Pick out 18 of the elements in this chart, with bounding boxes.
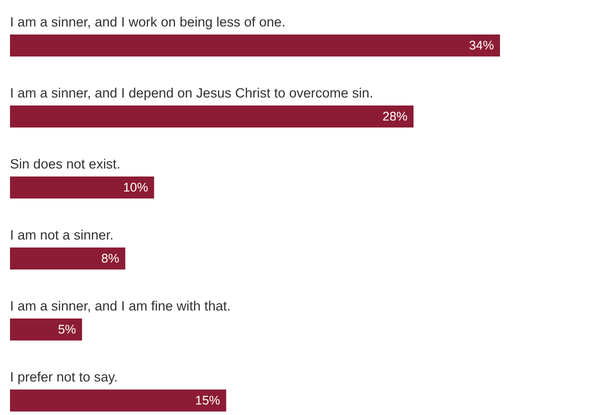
data-label: 34%	[468, 38, 494, 52]
y-tick-label: I am a sinner, and I work on being less of one.	[10, 14, 286, 30]
data-label: 15%	[195, 394, 220, 408]
y-tick-label: I prefer not to say.	[10, 370, 118, 384]
data-label: 8%	[101, 252, 120, 266]
bar	[10, 106, 414, 128]
y-tick-label: I am not a sinner.	[10, 228, 114, 242]
bar	[10, 390, 226, 412]
bar	[10, 34, 500, 56]
data-label: 5%	[58, 322, 76, 336]
y-tick-label: I am a sinner, and I depend on Jesus Christ to overcome sin.	[10, 86, 374, 100]
bar	[10, 176, 154, 198]
data-label: 28%	[382, 110, 408, 124]
bar	[10, 248, 126, 270]
y-tick-label: I am a sinner, and I am fine with that.	[10, 298, 231, 314]
data-label: 10%	[123, 180, 148, 194]
bar	[10, 318, 82, 340]
y-tick-label: Sin does not exist.	[10, 156, 120, 172]
